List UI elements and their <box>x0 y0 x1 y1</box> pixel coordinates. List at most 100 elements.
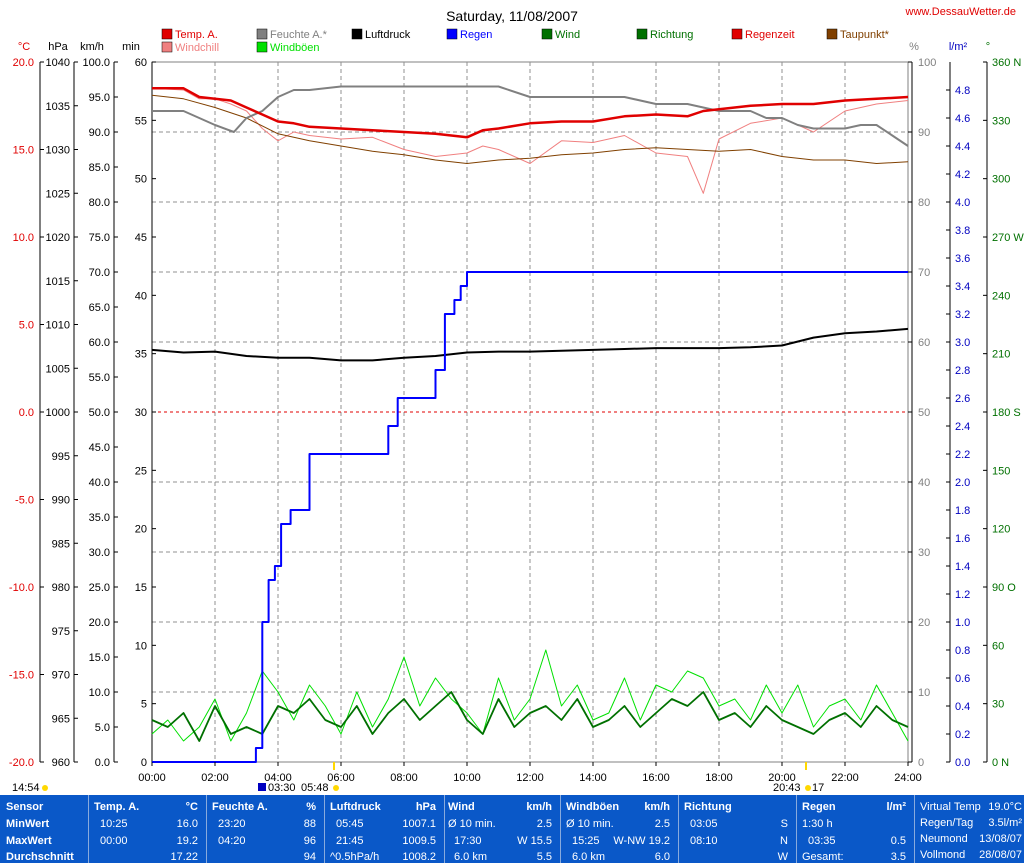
axis-tick-label-rain_lm2: 0.0 <box>955 757 970 769</box>
series-line <box>151 691 909 742</box>
x-tick-label: 16:00 <box>642 772 670 784</box>
direction-min-value: S <box>780 818 788 830</box>
axis-tick-label-wind_kmh: 30.0 <box>89 547 110 559</box>
axis-tick-label-temp_c: 5.0 <box>19 320 34 332</box>
axis-tick-label-rain_lm2: 0.2 <box>955 729 970 741</box>
axis-tick-label-wind_kmh: 15.0 <box>89 652 110 664</box>
axis-tick-label-wind_kmh: 25.0 <box>89 582 110 594</box>
x-tick-label: 10:00 <box>453 772 481 784</box>
axis-tick-label-humidity_pct: 40 <box>918 477 930 489</box>
axis-tick-label-direction_deg: 90 O <box>992 582 1016 594</box>
axis-unit-temp_c: °C <box>18 41 30 53</box>
pressure-unit: hPa <box>415 801 436 813</box>
axis-tick-label-rain_lm2: 0.8 <box>955 645 970 657</box>
legend-label: Feuchte A.* <box>270 29 328 41</box>
axis-tick-label-rain_time_min: 10 <box>135 640 147 652</box>
series-line <box>151 87 909 194</box>
legend-label: Windchill <box>175 42 219 54</box>
sun-icon <box>333 785 339 791</box>
axis-tick-label-wind_kmh: 80.0 <box>89 197 110 209</box>
axis-tick-label-rain_lm2: 4.8 <box>955 85 970 97</box>
rain-unit: l/m² <box>886 801 906 813</box>
axis-tick-label-pressure_hpa: 980 <box>52 582 70 594</box>
temp-header: Temp. A. <box>94 801 140 813</box>
direction-header: Richtung <box>684 801 732 813</box>
gusts-min-label: Ø 10 min. <box>566 818 614 830</box>
axis-tick-label-temp_c: 0.0 <box>19 407 34 419</box>
summary-panel: Sensor MinWert MaxWert Durchschnitt Temp… <box>0 795 1024 863</box>
axis-tick-label-humidity_pct: 100 <box>918 57 936 69</box>
axis-tick-label-direction_deg: 270 W <box>992 232 1024 244</box>
sunrise-icon <box>258 783 266 791</box>
rain-total-value: 3.5 <box>890 851 906 863</box>
temp-max-time: 00:00 <box>100 835 128 847</box>
pressure-header: Luftdruck <box>330 801 381 813</box>
virtual-temp-label: Virtual Temp <box>920 801 981 813</box>
pressure-max-time: 21:45 <box>336 835 364 847</box>
rain-per-day-value: 3.5l/m² <box>988 817 1022 829</box>
wind-avg-value: 5.5 <box>536 851 552 863</box>
axis-tick-label-humidity_pct: 20 <box>918 617 930 629</box>
x-tick-label: 06:00 <box>327 772 355 784</box>
axis-tick-label-wind_kmh: 90.0 <box>89 127 110 139</box>
axis-tick-label-wind_kmh: 70.0 <box>89 267 110 279</box>
axis-tick-label-rain_time_min: 30 <box>135 407 147 419</box>
axis-tick-label-rain_lm2: 2.6 <box>955 393 970 405</box>
full-moon-label: Vollmond <box>920 849 966 861</box>
axis-tick-label-rain_time_min: 20 <box>135 524 147 536</box>
pressure-avg-value: 1008.2 <box>402 851 436 863</box>
wind-min-value: 2.5 <box>536 818 552 830</box>
axis-tick-label-rain_time_min: 35 <box>135 349 147 361</box>
x-tick-label: 24:00 <box>894 772 922 784</box>
virtual-temp-value: 19.0°C <box>988 801 1022 813</box>
axis-tick-label-rain_lm2: 3.2 <box>955 309 970 321</box>
axis-tick-label-rain_lm2: 4.6 <box>955 113 970 125</box>
axis-tick-label-wind_kmh: 45.0 <box>89 442 110 454</box>
wind-unit: km/h <box>526 801 552 813</box>
legend-label: Richtung <box>650 29 693 41</box>
axis-unit-pressure_hpa: hPa <box>48 41 68 53</box>
direction-avg-value: W <box>777 851 788 863</box>
axis-tick-label-rain_time_min: 25 <box>135 465 147 477</box>
axis-tick-label-wind_kmh: 40.0 <box>89 477 110 489</box>
axis-tick-label-rain_lm2: 1.2 <box>955 589 970 601</box>
sensor-header: Sensor <box>6 801 44 813</box>
gusts-max-value: W-NW 19.2 <box>613 835 670 847</box>
axis-tick-label-rain_lm2: 0.4 <box>955 701 970 713</box>
axis-tick-label-rain_lm2: 4.0 <box>955 197 970 209</box>
axis-tick-label-direction_deg: 300 <box>992 174 1010 186</box>
x-tick-label: 12:00 <box>516 772 544 784</box>
axis-tick-label-rain_lm2: 2.2 <box>955 449 970 461</box>
axis-tick-label-wind_kmh: 35.0 <box>89 512 110 524</box>
pressure-min-value: 1007.1 <box>402 818 436 830</box>
temp-column: Temp. A. °C 10:25 16.0 00:00 19.2 17.22 <box>94 795 202 863</box>
sun-icon <box>805 785 811 791</box>
axis-tick-label-pressure_hpa: 1020 <box>46 232 70 244</box>
website-link[interactable]: www.DessauWetter.de <box>905 6 1016 18</box>
axis-tick-label-humidity_pct: 90 <box>918 127 930 139</box>
sun-icon <box>42 785 48 791</box>
axis-tick-label-rain_lm2: 3.0 <box>955 337 970 349</box>
axis-tick-label-rain_time_min: 5 <box>141 699 147 711</box>
rain-per-day-label: Regen/Tag <box>920 817 974 829</box>
gusts-header: Windböen <box>566 801 620 813</box>
gusts-min-value: 2.5 <box>654 818 670 830</box>
sun-time-label: 14:54 <box>12 782 40 794</box>
legend-label: Wind <box>555 29 580 41</box>
pressure-max-value: 1009.5 <box>402 835 436 847</box>
series-line <box>151 649 909 742</box>
axis-tick-label-direction_deg: 210 <box>992 349 1010 361</box>
row-label-max: MaxWert <box>6 835 52 847</box>
axis-unit-wind_kmh: km/h <box>80 41 104 53</box>
gusts-unit: km/h <box>644 801 670 813</box>
axes: °C 20.0 15.0 10.0 5.0 0.0 -5.0 -10.0 -15.0 -20.0 h… <box>9 41 1024 769</box>
axis-tick-label-humidity_pct: 70 <box>918 267 930 279</box>
humidity-min-value: 88 <box>303 818 316 830</box>
axis-tick-label-rain_lm2: 1.8 <box>955 505 970 517</box>
legend-label: Temp. A. <box>175 29 218 41</box>
axis-tick-label-pressure_hpa: 1025 <box>46 188 70 200</box>
axis-tick-label-rain_lm2: 1.4 <box>955 561 970 573</box>
gusts-column: Windböen km/h Ø 10 min. 2.5 15:25 W-NW 1… <box>566 795 674 863</box>
series-line <box>151 327 909 362</box>
rain-duration: 1:30 h <box>802 818 833 830</box>
